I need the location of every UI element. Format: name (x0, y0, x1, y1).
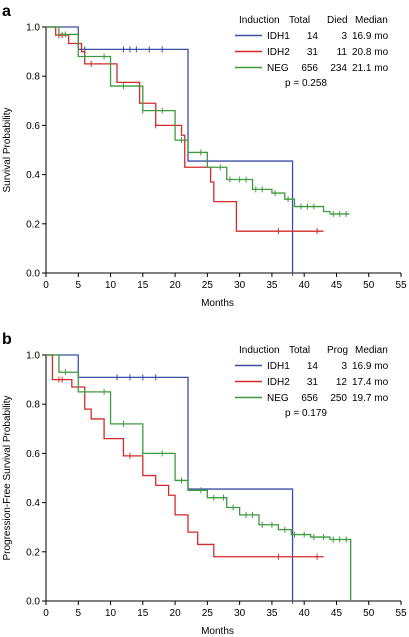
legend-header-2: Prog (327, 345, 348, 356)
x-tick-label: 15 (137, 608, 149, 619)
x-tick-label: 5 (75, 280, 81, 291)
x-tick-label: 30 (234, 280, 246, 291)
panel-b: b 0 5 10 15 20 25 30 35 40 45 50 55 0.0 0.2 0.4 0.6 0.8 1… (2, 331, 407, 637)
x-tick-label: 0 (43, 280, 49, 291)
x-axis-label: Months (201, 298, 234, 309)
legend-median-idh2: 17.4 mo (352, 377, 389, 388)
x-tick-label: 55 (395, 608, 407, 619)
legend-median-idh2: 20.8 mo (352, 47, 389, 58)
y-tick-label: 0.2 (26, 219, 40, 230)
y-tick-label: 0.8 (26, 72, 40, 83)
legend-total-neg: 656 (301, 63, 318, 74)
x-tick-label: 10 (105, 608, 117, 619)
y-tick-label: 0.6 (26, 121, 40, 132)
y-axis-label: Progression-Free Survival Probability (2, 395, 13, 560)
legend-event-idh1: 3 (341, 361, 347, 372)
x-tick-label: 55 (395, 280, 407, 291)
y-tick-label: 1.0 (26, 23, 40, 34)
x-tick-label: 50 (363, 608, 375, 619)
x-tick-label: 10 (105, 280, 117, 291)
x-tick-label: 25 (202, 280, 214, 291)
legend-header-0: Induction (239, 345, 280, 356)
y-tick-label: 0.2 (26, 547, 40, 558)
legend-event-idh2: 11 (337, 47, 348, 58)
x-tick-label: 35 (266, 280, 278, 291)
legend-name-neg: NEG (267, 393, 289, 404)
panel-label-a: a (2, 3, 11, 20)
x-tick-label: 15 (137, 280, 149, 291)
legend-event-idh1: 3 (341, 31, 347, 42)
legend-total-idh1: 14 (307, 361, 319, 372)
x-tick-label: 20 (170, 608, 182, 619)
x-tick-label: 45 (331, 608, 343, 619)
y-axis-label: Survival Probability (2, 107, 13, 192)
legend-median-neg: 19.7 mo (352, 393, 389, 404)
y-tick-label: 0.0 (26, 597, 40, 608)
legend-name-idh1: IDH1 (267, 361, 290, 372)
legend-event-neg: 234 (330, 63, 347, 74)
legend-header-2: Died (327, 15, 348, 26)
x-tick-label: 40 (299, 280, 311, 291)
x-tick-label: 30 (234, 608, 246, 619)
legend-median-neg: 21.1 mo (352, 63, 389, 74)
x-tick-label: 50 (363, 280, 375, 291)
x-tick-label: 5 (75, 608, 81, 619)
legend-header-1: Total (289, 15, 310, 26)
x-tick-label: 0 (43, 608, 49, 619)
legend-total-idh2: 31 (307, 377, 319, 388)
legend-pvalue: p = 0.179 (285, 408, 327, 419)
legend-name-idh2: IDH2 (267, 377, 290, 388)
series-idh1-line (46, 26, 294, 273)
x-tick-label: 40 (299, 608, 311, 619)
y-tick-label: 0.6 (26, 449, 40, 460)
legend-pvalue: p = 0.258 (285, 78, 327, 89)
legend-event-idh2: 12 (336, 377, 348, 388)
x-tick-label: 45 (331, 280, 343, 291)
legend-event-neg: 250 (330, 393, 347, 404)
legend-median-idh1: 16.9 mo (352, 361, 389, 372)
series-idh1-line (46, 354, 294, 601)
legend-name-neg: NEG (267, 63, 289, 74)
legend-header-1: Total (289, 345, 310, 356)
legend-total-idh1: 14 (307, 31, 319, 42)
legend-header-3: Median (355, 15, 388, 26)
x-tick-label: 35 (266, 608, 278, 619)
x-tick-label: 20 (170, 280, 182, 291)
series-neg-line (46, 354, 352, 601)
y-tick-label: 0.4 (26, 170, 40, 181)
series-neg-line (46, 26, 350, 215)
legend-median-idh1: 16.9 mo (352, 31, 389, 42)
legend-total-neg: 656 (301, 393, 318, 404)
y-tick-label: 0.8 (26, 400, 40, 411)
legend-name-idh2: IDH2 (267, 47, 290, 58)
x-axis-label: Months (201, 626, 234, 637)
y-tick-label: 0.0 (26, 269, 40, 280)
legend-header-3: Median (355, 345, 388, 356)
legend-header-0: Induction (239, 15, 280, 26)
y-tick-label: 1.0 (26, 351, 40, 362)
panel-a: a 0 5 10 15 20 25 30 35 40 45 50 55 0.0 0.2 0.4 0.6 0.8 1… (2, 3, 407, 309)
legend-total-idh2: 31 (307, 47, 319, 58)
series-idh2-line (46, 26, 324, 232)
x-tick-label: 25 (202, 608, 214, 619)
panel-label-b: b (2, 331, 12, 348)
y-tick-label: 0.4 (26, 498, 40, 509)
legend-name-idh1: IDH1 (267, 31, 290, 42)
